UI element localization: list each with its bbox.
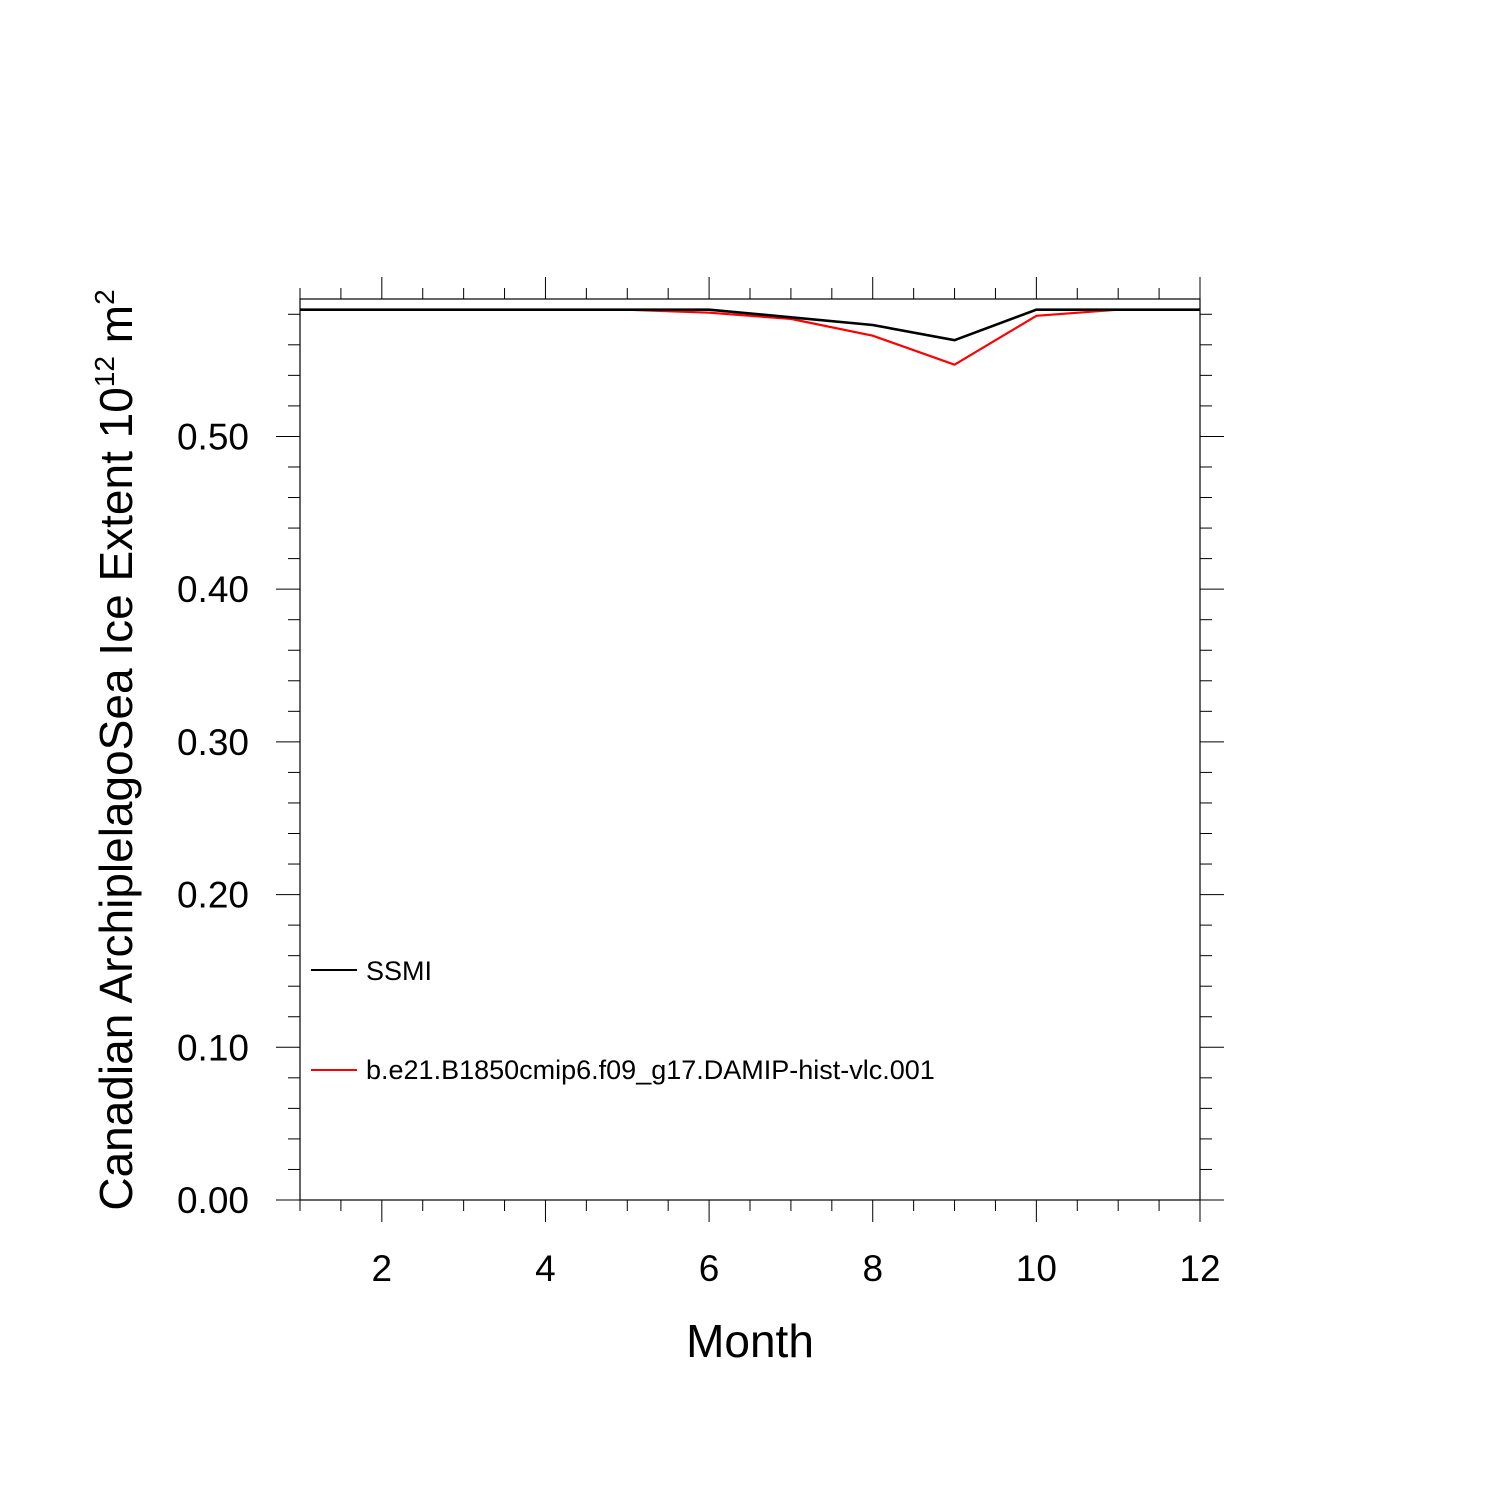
y-tick-labels: 0.00 0.10 0.20 0.30 0.40 0.50 — [177, 416, 249, 1221]
y-tick-label: 0.10 — [177, 1027, 249, 1068]
y-axis-title: Canadian ArchiplelagoSea Ice Extent 1012… — [89, 289, 142, 1210]
y-axis-title-unit: m — [90, 305, 142, 356]
legend-label-ssmi: SSMI — [366, 956, 432, 986]
x-tick-labels: 2 4 6 8 10 12 — [372, 1248, 1221, 1289]
tick-marks — [276, 277, 1224, 1222]
legend-label-model: b.e21.B1850cmip6.f09_g17.DAMIP-hist-vlc.… — [366, 1055, 935, 1085]
x-tick-label: 10 — [1016, 1248, 1057, 1289]
series-line-model — [300, 308, 1200, 366]
x-tick-label: 8 — [862, 1248, 883, 1289]
y-tick-label: 0.00 — [177, 1180, 249, 1221]
series-line-ssmi — [300, 308, 1200, 342]
y-axis-title-unit-exponent: 2 — [89, 289, 120, 305]
legend: SSMI b.e21.B1850cmip6.f09_g17.DAMIP-hist… — [311, 956, 935, 1085]
y-tick-label: 0.40 — [177, 569, 249, 610]
x-tick-label: 2 — [372, 1248, 393, 1289]
x-axis-title: Month — [686, 1315, 814, 1367]
y-tick-label: 0.30 — [177, 722, 249, 763]
x-tick-label: 12 — [1179, 1248, 1220, 1289]
series-lines — [300, 308, 1200, 366]
x-tick-label: 4 — [535, 1248, 556, 1289]
y-tick-label: 0.50 — [177, 416, 249, 457]
x-tick-label: 6 — [699, 1248, 720, 1289]
plot-frame — [299, 298, 1201, 1201]
y-tick-label: 0.20 — [177, 875, 249, 916]
y-axis-title-base: Canadian ArchiplelagoSea Ice Extent 10 — [90, 387, 142, 1210]
y-axis-title-exponent: 12 — [89, 356, 120, 387]
